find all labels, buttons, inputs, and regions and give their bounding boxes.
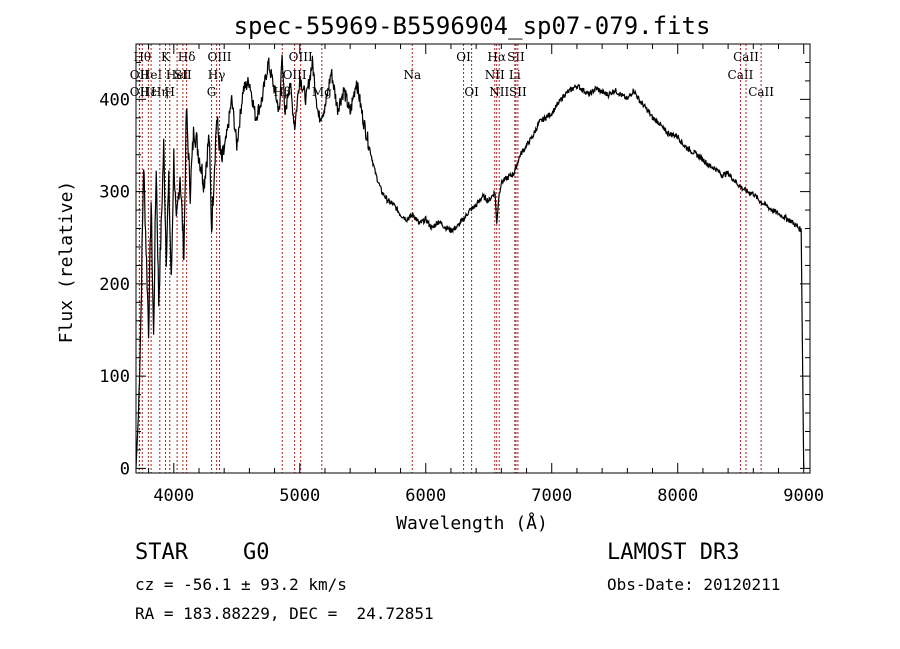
line-marker-label: OII (130, 85, 150, 99)
line-marker-label: OIII (283, 68, 307, 82)
chart-title: spec-55969-B5596904_sp07-079.fits (234, 12, 711, 40)
x-tick-label: 6000 (405, 486, 446, 506)
line-marker-label: CaII (748, 85, 774, 99)
y-tick-label: 100 (99, 367, 130, 387)
survey-name: LAMOST DR3 (607, 540, 740, 565)
line-marker-label: NII (485, 68, 505, 82)
line-marker-label: Hε (140, 85, 157, 99)
x-tick-label: 5000 (279, 486, 320, 506)
coordinates: RA = 183.88229, DEC = 24.72851 (135, 604, 434, 623)
line-marker-label: H (165, 85, 175, 99)
line-marker-label: OII (130, 68, 150, 82)
line-marker-label: G (207, 85, 217, 99)
line-marker-label: SII (174, 68, 192, 82)
object-subclass: G0 (243, 540, 270, 565)
y-tick-label: 200 (99, 275, 130, 295)
y-tick-label: 300 (99, 183, 130, 203)
x-axis-ticks: 4000 5000 6000 7000 8000 9000 (148, 44, 824, 506)
line-marker-label: CaII (728, 68, 754, 82)
line-marker-label: NII (489, 85, 509, 99)
line-marker-label: HeI (166, 68, 189, 82)
y-tick-label: 0 (120, 459, 130, 479)
y-axis-ticks: 0 100 200 300 400 (99, 61, 810, 479)
spectrum-series-line (135, 54, 805, 469)
line-marker-label: OIII (289, 50, 313, 64)
line-marker-label: Li (509, 68, 521, 82)
y-tick-label: 400 (99, 90, 130, 110)
line-marker-label: OIII (207, 50, 231, 64)
line-marker-label: OI (464, 85, 479, 99)
line-marker-label: SII (509, 85, 527, 99)
plot-frame (135, 43, 811, 474)
x-tick-label: 4000 (153, 486, 194, 506)
x-tick-label: 8000 (657, 486, 698, 506)
line-marker-label: Na (403, 68, 421, 82)
y-axis-label: Flux (relative) (56, 181, 77, 344)
line-marker-label: OI (456, 50, 471, 64)
line-marker-label: K (161, 50, 171, 64)
x-tick-label: 9000 (783, 486, 824, 506)
line-marker-label: HeI (140, 68, 163, 82)
x-tick-label: 7000 (531, 486, 572, 506)
line-marker-label: Hα (487, 50, 506, 64)
line-markers: OIIOIIHθHεHeIHηKHHeISIIHδGHγOIIIHβOIIIOI… (130, 44, 774, 473)
line-marker-label: Hδ (178, 50, 196, 64)
object-class: STAR (135, 540, 188, 565)
line-marker-label: CaII (733, 50, 759, 64)
x-axis-label: Wavelength (Å) (396, 512, 548, 534)
line-marker-label: Hγ (208, 68, 226, 82)
line-marker-label: SII (507, 50, 525, 64)
obs-date: Obs-Date: 20120211 (607, 575, 781, 594)
redshift-readout: cz = -56.1 ± 93.2 km/s (135, 575, 347, 594)
line-marker-label: Hθ (133, 50, 151, 64)
line-marker-label: Hη (151, 85, 169, 99)
